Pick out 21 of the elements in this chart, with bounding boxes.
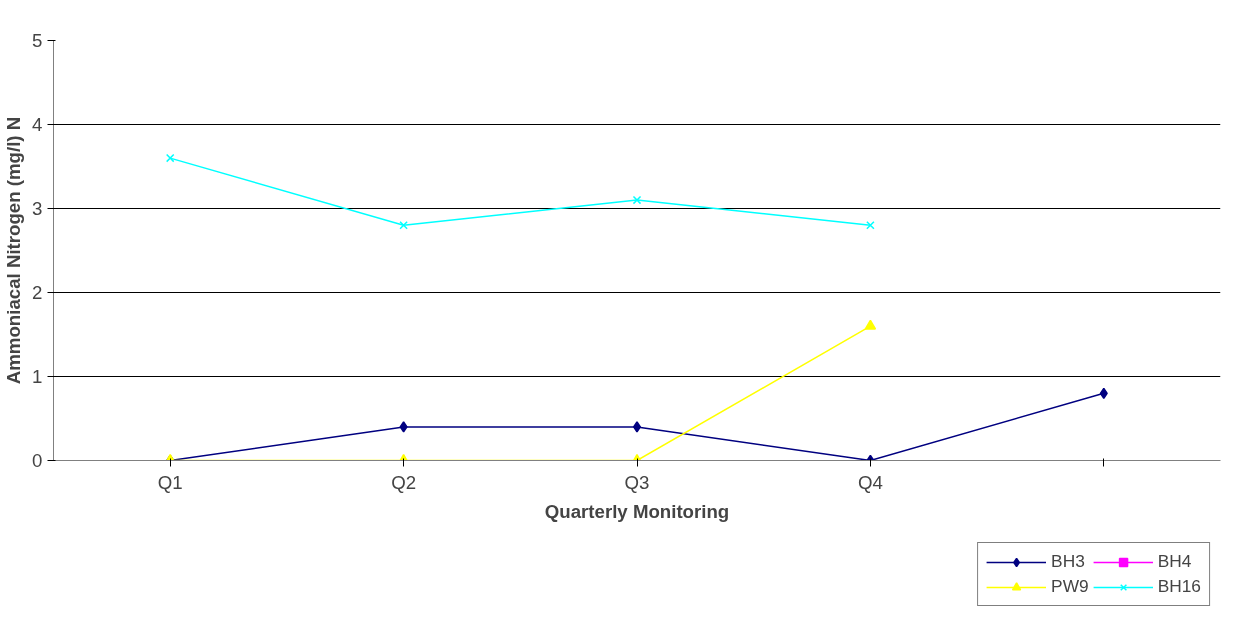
point bbox=[632, 195, 642, 205]
x-tick-label: Q4 bbox=[857, 471, 883, 493]
x-tick-label: Q1 bbox=[157, 471, 183, 493]
legend-label: PW9 bbox=[1051, 576, 1089, 597]
x-axis-title: Quarterly Monitoring bbox=[544, 500, 730, 522]
point bbox=[866, 221, 875, 230]
y-tick-label: 0 bbox=[32, 450, 43, 471]
point bbox=[864, 319, 877, 330]
y-tick-label: 3 bbox=[32, 198, 43, 219]
point bbox=[165, 153, 175, 163]
y-axis-title: Ammoniacal Nitrogen (mg/l) N bbox=[3, 116, 25, 385]
legend-label: BH3 bbox=[1051, 551, 1085, 572]
y-tick-label: 4 bbox=[32, 114, 43, 135]
y-tick-label: 5 bbox=[32, 30, 43, 51]
y-tick-label: 1 bbox=[32, 366, 43, 387]
point bbox=[399, 221, 408, 230]
y-tick-label: 2 bbox=[32, 282, 43, 303]
legend-label: BH16 bbox=[1157, 576, 1201, 597]
legend-label: BH4 bbox=[1157, 551, 1192, 572]
x-tick-label: Q2 bbox=[391, 471, 417, 493]
x-tick-label: Q3 bbox=[624, 471, 650, 493]
